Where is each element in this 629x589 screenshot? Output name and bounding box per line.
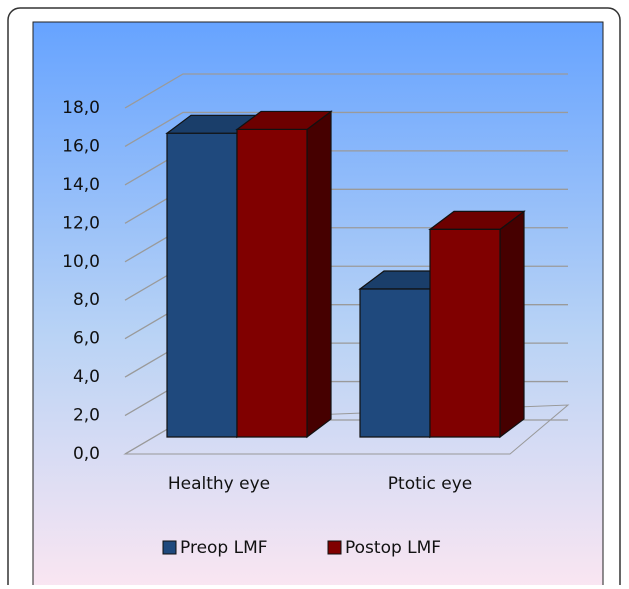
grid-line <box>124 111 568 148</box>
bar-face <box>306 110 332 439</box>
x-tick-label: Ptotic eye <box>388 474 472 494</box>
y-tick-label: 6,0 <box>73 329 100 349</box>
bar-face <box>359 288 431 438</box>
y-tick-label: 18,0 <box>62 98 100 118</box>
bar <box>235 110 333 439</box>
x-tick-label: Healthy eye <box>168 474 270 494</box>
bar-face <box>499 210 525 439</box>
y-tick-label: 16,0 <box>62 136 100 156</box>
legend-label: Preop LMF <box>180 538 268 558</box>
y-tick-label: 8,0 <box>73 290 100 310</box>
bar-face <box>236 128 308 438</box>
legend-swatch <box>327 540 342 555</box>
y-tick-label: 14,0 <box>62 175 100 195</box>
y-tick-label: 12,0 <box>62 213 100 233</box>
legend-label: Postop LMF <box>345 538 441 558</box>
legend-swatch <box>162 540 177 555</box>
y-tick-label: 10,0 <box>62 252 100 272</box>
grid-line <box>124 73 568 109</box>
y-tick-label: 0,0 <box>73 444 100 464</box>
bar <box>428 210 526 439</box>
y-tick-label: 4,0 <box>73 367 100 387</box>
y-tick-label: 2,0 <box>73 406 100 426</box>
bar-face <box>429 228 501 438</box>
bar-face <box>166 132 238 438</box>
